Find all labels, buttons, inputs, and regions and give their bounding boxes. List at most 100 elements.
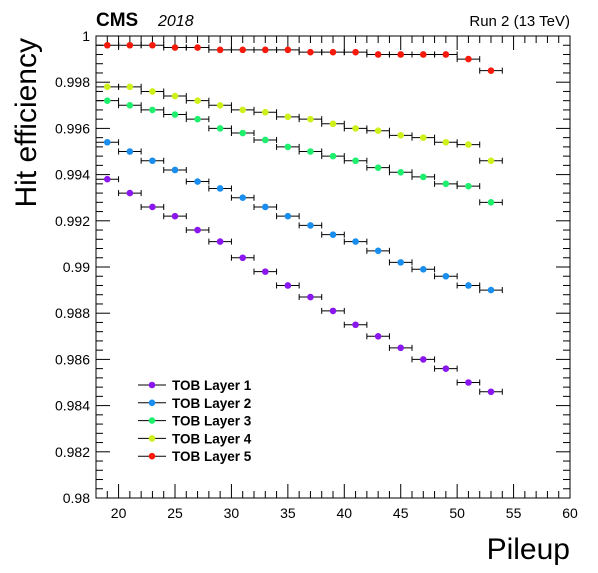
x-tick-label: 40 xyxy=(336,505,352,521)
data-point xyxy=(171,111,179,118)
data-point xyxy=(397,51,405,58)
data-point xyxy=(307,115,314,123)
legend-marker xyxy=(148,417,156,424)
data-point xyxy=(194,115,201,123)
data-point xyxy=(126,189,134,197)
data-point xyxy=(126,102,134,109)
x-tick-label: 45 xyxy=(393,505,409,521)
y-tick-label: 0.986 xyxy=(55,351,90,367)
data-point xyxy=(352,157,359,165)
data-point xyxy=(307,48,314,56)
data-point xyxy=(307,148,314,155)
data-point xyxy=(261,108,269,116)
plot-frame xyxy=(95,35,571,499)
x-tick-label: 20 xyxy=(111,505,127,521)
data-point xyxy=(149,106,156,114)
data-point xyxy=(103,138,111,146)
series-tob-layer-3 xyxy=(95,97,503,206)
data-point xyxy=(171,166,179,174)
data-point xyxy=(149,157,156,165)
data-point xyxy=(374,127,382,135)
data-point xyxy=(284,282,292,289)
data-point xyxy=(397,132,405,139)
data-point xyxy=(442,51,450,58)
data-point xyxy=(171,92,179,100)
data-point xyxy=(465,141,472,148)
series-tob-layer-1 xyxy=(95,175,503,396)
data-point xyxy=(149,41,156,49)
x-axis-title: Pileup xyxy=(487,533,570,566)
data-point xyxy=(103,83,111,91)
x-tick-label: 35 xyxy=(280,505,296,521)
data-point xyxy=(239,194,247,201)
data-point xyxy=(352,321,359,329)
data-point xyxy=(126,41,134,49)
data-point xyxy=(239,129,247,137)
data-point xyxy=(352,48,359,56)
tick-labels: 20 25 30 35 40 45 50 55 60 0.98 0.982 0.984 0.986 0.9… xyxy=(55,28,578,521)
data-point xyxy=(397,344,405,352)
data-point xyxy=(103,41,111,49)
axis-ticks xyxy=(95,35,571,499)
data-point xyxy=(216,185,224,192)
x-tick-label: 60 xyxy=(562,505,578,521)
data-point xyxy=(487,388,495,396)
y-tick-label: 0.994 xyxy=(55,167,90,183)
data-point xyxy=(239,46,247,54)
legend-entry-label: TOB Layer 5 xyxy=(172,449,252,464)
data-point xyxy=(194,44,201,51)
x-tick-label: 25 xyxy=(167,505,183,521)
legend-entry-label: TOB Layer 4 xyxy=(172,431,252,446)
data-point xyxy=(216,102,224,109)
data-point xyxy=(442,138,450,146)
data-point xyxy=(442,365,450,372)
data-point xyxy=(397,259,405,266)
data-point xyxy=(261,268,269,275)
data-point xyxy=(374,164,382,171)
series-tob-layer-4 xyxy=(95,83,503,165)
legend-entry-label: TOB Layer 3 xyxy=(172,414,252,429)
data-point xyxy=(126,148,134,155)
data-point xyxy=(465,282,472,289)
data-point xyxy=(329,120,337,128)
data-point xyxy=(465,379,472,386)
legend: TOB Layer 1 TOB Layer 2 TOB Layer 3 TOB Lay… xyxy=(138,378,252,464)
data-point xyxy=(374,333,382,340)
legend-entry-label: TOB Layer 2 xyxy=(172,396,251,411)
x-tick-label: 50 xyxy=(449,505,465,521)
y-tick-label: 1 xyxy=(82,28,90,44)
data-point xyxy=(442,180,450,188)
data-point xyxy=(194,178,201,185)
y-tick-label: 0.984 xyxy=(55,398,90,414)
data-point xyxy=(329,307,337,315)
y-tick-label: 0.988 xyxy=(55,305,90,321)
legend-marker xyxy=(148,399,156,407)
data-series xyxy=(95,41,503,396)
data-point xyxy=(307,222,314,229)
data-point xyxy=(374,51,382,58)
data-point xyxy=(149,203,156,211)
data-point xyxy=(103,97,111,104)
legend-marker xyxy=(148,452,156,460)
data-point xyxy=(419,173,427,181)
data-point xyxy=(149,88,156,95)
data-point xyxy=(284,113,292,121)
data-point xyxy=(171,44,179,51)
y-tick-label: 0.982 xyxy=(55,444,90,460)
data-point xyxy=(239,254,247,262)
data-point xyxy=(419,266,427,273)
data-point xyxy=(419,356,427,363)
data-point xyxy=(216,238,224,245)
data-point xyxy=(374,247,382,255)
y-tick-label: 0.996 xyxy=(55,120,90,136)
x-tick-label: 30 xyxy=(224,505,240,521)
data-point xyxy=(284,212,292,220)
data-point xyxy=(487,286,495,294)
data-point xyxy=(397,168,405,176)
data-point xyxy=(216,46,224,54)
run-info-label: Run 2 (13 TeV) xyxy=(469,13,570,30)
data-point xyxy=(194,97,201,104)
data-point xyxy=(239,106,247,114)
data-point xyxy=(261,203,269,211)
